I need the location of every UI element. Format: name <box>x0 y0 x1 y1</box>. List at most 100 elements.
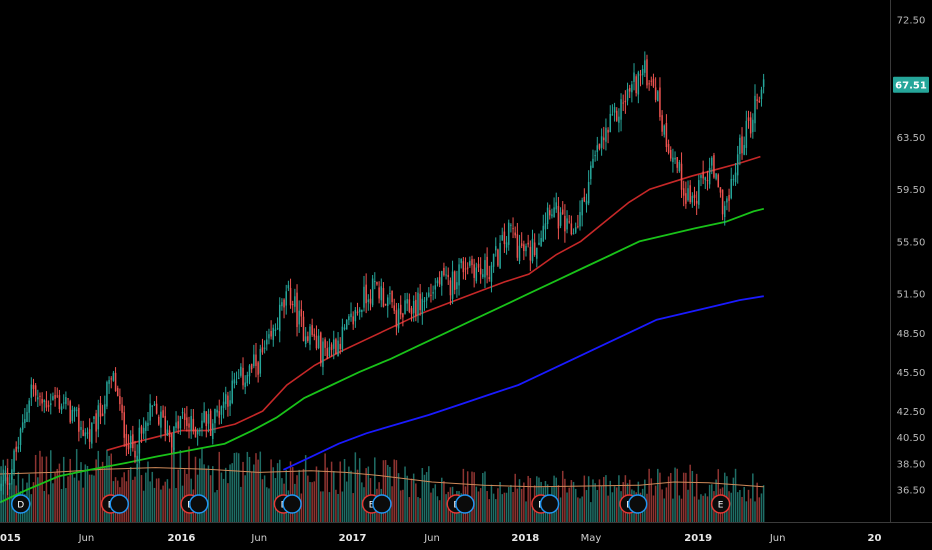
volume-bar <box>695 473 698 522</box>
volume-bar <box>743 487 745 522</box>
volume-bar <box>127 469 130 522</box>
candle <box>527 234 529 248</box>
dividend-marker[interactable] <box>188 494 209 514</box>
volume-bar <box>654 485 657 522</box>
volume-bar <box>259 451 262 522</box>
volume-bar <box>278 459 281 522</box>
volume-bar <box>41 456 43 522</box>
volume-bar <box>704 493 707 522</box>
volume-bar <box>741 496 743 522</box>
candle <box>207 408 210 433</box>
volume-bar <box>488 499 491 522</box>
candle <box>186 406 188 432</box>
candle <box>350 302 352 322</box>
dividend-marker[interactable] <box>539 494 560 514</box>
price-tick-label: 63.50 <box>897 133 926 144</box>
candle <box>514 226 516 239</box>
last-price-label: 67.51 <box>895 81 927 92</box>
volume-bar <box>244 475 246 522</box>
price-axis[interactable]: 72.50 63.50 59.50 55.50 51.50 48.50 45.50 42.50… <box>897 16 926 497</box>
candle <box>449 277 452 306</box>
candle <box>237 369 240 380</box>
volume-bar <box>685 472 687 522</box>
candle <box>762 73 765 94</box>
volume-bar <box>568 487 570 522</box>
candle <box>354 307 357 328</box>
candle <box>726 196 728 211</box>
volume-bar <box>164 481 167 522</box>
candle <box>542 214 545 242</box>
candle <box>158 414 160 426</box>
time-axis[interactable]: 2015 Jun 2016 Jun 2017 Jun 2018 May 2019 Jun 20 <box>0 533 881 544</box>
candle <box>389 286 391 305</box>
candle <box>181 407 184 419</box>
volume-bar <box>78 480 80 522</box>
candle <box>473 258 475 288</box>
candle <box>140 424 143 443</box>
candle <box>216 405 218 417</box>
candle <box>88 418 91 450</box>
candle <box>300 300 303 327</box>
candle <box>345 319 348 330</box>
candle <box>2 469 4 495</box>
dividend-marker[interactable] <box>372 494 392 514</box>
candle <box>194 426 197 438</box>
candle <box>482 268 484 279</box>
volume-bar <box>261 479 264 522</box>
volume-bar <box>365 468 367 522</box>
volume-bar <box>758 497 761 522</box>
candle <box>224 386 227 410</box>
dividend-marker[interactable] <box>627 494 648 514</box>
candle <box>371 274 374 308</box>
candle <box>13 448 15 476</box>
candle <box>240 363 242 378</box>
candle <box>557 197 560 240</box>
candle <box>17 436 20 453</box>
candle <box>328 338 331 358</box>
volume-bar <box>73 477 76 522</box>
dividend-marker[interactable] <box>282 494 302 514</box>
candle <box>419 284 421 316</box>
candle <box>620 93 622 132</box>
price-tick-label: 40.50 <box>897 433 926 444</box>
candle <box>358 307 361 320</box>
candle <box>553 197 555 218</box>
candle <box>259 344 262 377</box>
volume-bar <box>762 485 765 522</box>
candle <box>164 406 167 442</box>
candle <box>235 371 238 386</box>
candle <box>462 256 465 280</box>
dividend-marker[interactable] <box>455 494 475 514</box>
volume-bar <box>358 458 361 522</box>
volume-bar <box>430 492 432 522</box>
volume-bar <box>248 456 251 522</box>
moving-average-slow-line <box>283 295 764 471</box>
volume-bar <box>674 467 676 522</box>
volume-bar <box>62 456 65 522</box>
volume-bar <box>708 484 711 522</box>
candle <box>160 405 162 439</box>
candle <box>32 378 35 397</box>
candle <box>125 424 128 456</box>
candle <box>218 399 221 425</box>
candle <box>723 201 726 226</box>
dividend-marker[interactable]: D <box>10 494 31 514</box>
volume-bar <box>676 468 678 522</box>
volume-bar <box>97 450 100 522</box>
volume-bar <box>706 496 709 522</box>
candle <box>549 204 551 220</box>
candle <box>570 215 573 236</box>
candle <box>492 253 495 273</box>
candle <box>270 320 272 340</box>
candle <box>412 295 415 322</box>
earnings-marker[interactable]: E <box>710 494 731 514</box>
candle <box>505 236 508 255</box>
candle <box>659 77 661 121</box>
volume-bar <box>736 492 739 522</box>
volume-bar <box>391 486 393 522</box>
candle <box>263 340 266 354</box>
dividend-marker[interactable] <box>109 494 129 514</box>
volume-bar <box>52 483 54 522</box>
volume-bar <box>669 472 672 522</box>
